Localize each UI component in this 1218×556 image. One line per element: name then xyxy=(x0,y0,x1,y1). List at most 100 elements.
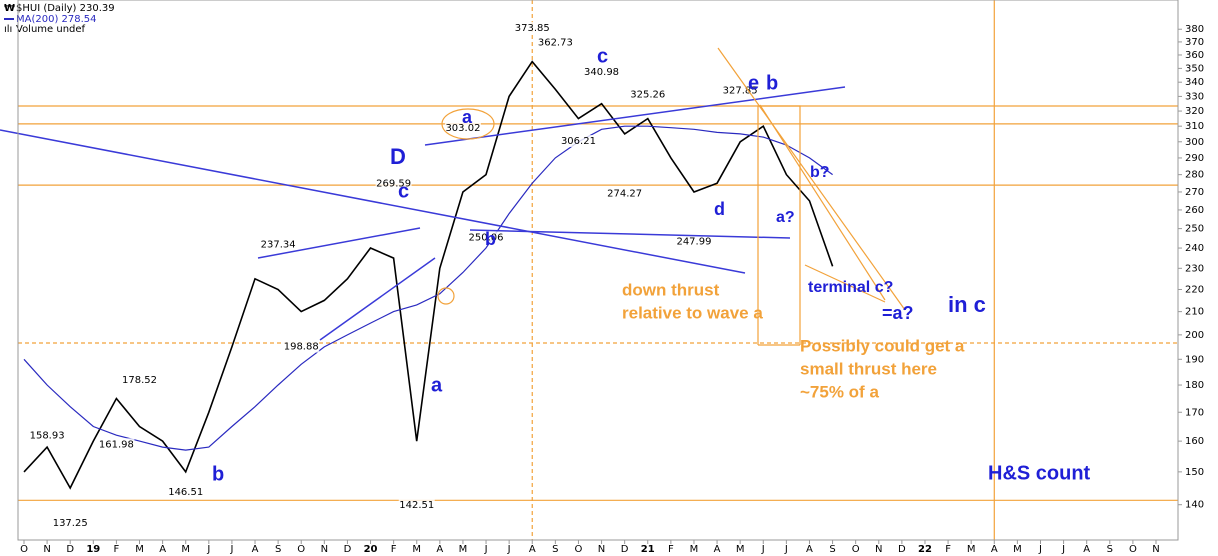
trend-line xyxy=(257,227,421,259)
highlight-ellipse xyxy=(441,108,495,140)
legend-mark: ılı xyxy=(4,24,12,35)
x-tick-label: A xyxy=(714,544,721,555)
x-tick-label: J xyxy=(206,544,210,555)
peak-label: 237.34 xyxy=(261,239,296,250)
x-tick-label: S xyxy=(1107,544,1113,555)
x-tick-label: A xyxy=(1083,544,1090,555)
plot-frame xyxy=(17,0,1179,541)
y-tick-label: 230 xyxy=(1185,263,1204,274)
y-tick-label: 290 xyxy=(1185,153,1204,164)
x-tick-label: F xyxy=(945,544,951,555)
x-tick-label: 19 xyxy=(86,544,100,555)
x-tick-label: S xyxy=(552,544,558,555)
price-line xyxy=(23,60,834,490)
x-tick-label: N xyxy=(321,544,328,555)
x-tick-label: O xyxy=(575,544,583,555)
y-tick-label: 180 xyxy=(1185,380,1204,391)
x-tick-label: M xyxy=(135,544,144,555)
wave-label: b xyxy=(766,72,778,94)
wave-label: b? xyxy=(810,164,830,181)
x-tick-label: F xyxy=(114,544,120,555)
peak-label: 137.25 xyxy=(53,518,88,529)
peak-label-bg xyxy=(722,84,759,97)
legend-entry: $HUI (Daily) 230.39 xyxy=(16,3,115,14)
x-tick-label: M xyxy=(459,544,468,555)
peak-label-bg xyxy=(606,187,643,200)
orange-shapes xyxy=(437,47,906,346)
y-tick-label: 300 xyxy=(1185,137,1204,148)
note: small thrust here xyxy=(800,359,937,378)
y-tick-label: 190 xyxy=(1185,354,1204,365)
y-tick-label: 350 xyxy=(1185,63,1204,74)
x-tick-label: O xyxy=(852,544,860,555)
y-tick-label: 140 xyxy=(1185,500,1204,511)
channel-line xyxy=(804,264,886,303)
channel-line xyxy=(717,47,906,311)
x-tick-label: J xyxy=(1061,544,1065,555)
y-tick-label: 150 xyxy=(1185,467,1204,478)
y-tick-label: 330 xyxy=(1185,91,1204,102)
y-tick-label: 160 xyxy=(1185,436,1204,447)
peak-label: 327.85 xyxy=(723,86,758,97)
peak-label: 325.26 xyxy=(630,89,665,100)
x-tick-label: N xyxy=(875,544,882,555)
peak-label-bg xyxy=(468,231,505,244)
note: relative to wave a xyxy=(622,303,763,322)
x-tick-label: J xyxy=(484,544,488,555)
peak-label: 178.52 xyxy=(122,375,157,386)
trend-line xyxy=(319,257,436,341)
legend: ₩ $HUI (Daily) 230.39 MA(200) 278.54 ılı… xyxy=(4,3,115,35)
y-tick-label: 280 xyxy=(1185,170,1204,181)
y-tick-label: 240 xyxy=(1185,243,1204,254)
x-tick-label: D xyxy=(621,544,629,555)
wave-label: a xyxy=(462,107,473,127)
peak-label: 274.27 xyxy=(607,188,642,199)
wave-label: in c xyxy=(948,292,986,317)
x-tick-label: J xyxy=(761,544,765,555)
x-tick-label: A xyxy=(991,544,998,555)
x-tick-label: M xyxy=(1013,544,1022,555)
peak-label-bg xyxy=(121,373,158,386)
peak-label: 146.51 xyxy=(168,487,203,498)
x-tick-label: N xyxy=(1152,544,1159,555)
legend-entry: MA(200) 278.54 xyxy=(16,14,97,25)
peak-label: 269.59 xyxy=(376,179,411,190)
y-tick-label: 260 xyxy=(1185,205,1204,216)
x-tick-label: A xyxy=(529,544,536,555)
wave-label: b xyxy=(485,229,496,249)
x-tick-label: N xyxy=(43,544,50,555)
wave-label: d xyxy=(714,199,725,219)
y-tick-label: 270 xyxy=(1185,187,1204,198)
legend-mark: ₩ xyxy=(4,3,15,14)
y-tick-label: 170 xyxy=(1185,407,1204,418)
peak-label: 340.98 xyxy=(584,67,619,78)
x-tick-label: O xyxy=(1129,544,1137,555)
y-tick-label: 210 xyxy=(1185,307,1204,318)
legend-entry: Volume undef xyxy=(16,24,86,35)
peak-label-bg xyxy=(583,65,620,78)
trend-line xyxy=(469,229,791,239)
annotations: D c a b a b c e b d a? b? terminal c? =a… xyxy=(212,45,1091,485)
peak-label-bg xyxy=(398,499,435,512)
x-tick-label: S xyxy=(829,544,835,555)
wave-label: terminal c? xyxy=(808,279,893,296)
x-tick-label: J xyxy=(507,544,511,555)
y-tick-label: 360 xyxy=(1185,50,1204,61)
peak-label: 373.85 xyxy=(515,23,550,34)
x-tick-label: M xyxy=(967,544,976,555)
peak-label-bg xyxy=(537,36,574,49)
thrust-box xyxy=(757,105,801,345)
x-tick-label: D xyxy=(66,544,74,555)
ma-line xyxy=(23,125,833,451)
peak-label-bg xyxy=(98,438,135,451)
x-tick-label: M xyxy=(412,544,421,555)
y-tick-label: 200 xyxy=(1185,330,1204,341)
y-tick-label: 250 xyxy=(1185,224,1204,235)
peak-label: 303.02 xyxy=(445,123,480,134)
x-tick-label: A xyxy=(806,544,813,555)
peak-label: 142.51 xyxy=(399,500,434,511)
x-tick-label: F xyxy=(668,544,674,555)
peak-label: 161.98 xyxy=(99,439,134,450)
